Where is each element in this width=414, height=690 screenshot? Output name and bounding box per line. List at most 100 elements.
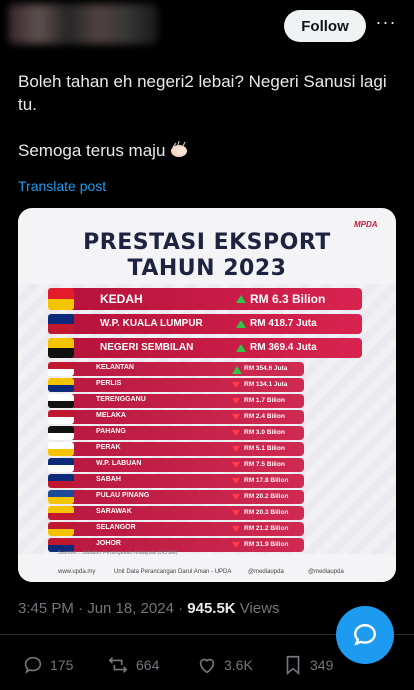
state-flag-icon bbox=[48, 474, 74, 488]
views-count: 945.5K bbox=[187, 600, 236, 617]
trend-down-icon bbox=[232, 478, 240, 484]
trend-down-icon bbox=[232, 494, 240, 500]
post-text: Boleh tahan eh negeri2 lebai? Negeri San… bbox=[18, 70, 398, 185]
trend-up-icon bbox=[236, 320, 246, 328]
state-flag-icon bbox=[48, 394, 74, 408]
footer-social-1: @mediaupda bbox=[248, 569, 284, 575]
state-flag-icon bbox=[48, 522, 74, 536]
export-row: PULAU PINANG RM 20.2 Bilion bbox=[48, 490, 304, 504]
export-value: RM 134.1 Juta bbox=[244, 381, 288, 388]
state-flag-icon bbox=[48, 314, 74, 334]
trend-down-icon bbox=[232, 510, 240, 516]
export-value: RM 369.4 Juta bbox=[250, 342, 317, 353]
export-value: RM 20.2 Bilion bbox=[244, 493, 289, 500]
export-value: RM 2.4 Bilion bbox=[244, 413, 285, 420]
trend-up-icon bbox=[236, 295, 246, 303]
source-note: Sumber : Jabatan Perangkaan Malaysia (DO… bbox=[58, 550, 178, 556]
divider bbox=[0, 634, 414, 635]
reply-icon bbox=[24, 656, 42, 674]
post-text-line1: Boleh tahan eh negeri2 lebai? Negeri San… bbox=[18, 72, 387, 114]
infographic-footer: www.upda.my Unit Data Perancangan Darul … bbox=[18, 564, 396, 582]
infographic-title-line2: TAHUN 2023 bbox=[127, 256, 287, 281]
reply-button[interactable]: 175 bbox=[22, 654, 73, 676]
export-value: RM 3.0 Bilion bbox=[244, 429, 285, 436]
upda-logo: MPDA bbox=[354, 220, 378, 229]
state-flag-icon bbox=[48, 378, 74, 392]
export-value: RM 20.3 Bilion bbox=[244, 509, 289, 516]
bookmark-button[interactable]: 349 bbox=[282, 654, 333, 676]
bookmark-count: 349 bbox=[310, 657, 334, 673]
state-name: SELANGOR bbox=[96, 524, 136, 531]
bookmark-icon bbox=[286, 655, 300, 676]
trend-down-icon bbox=[232, 462, 240, 468]
export-value: RM 1.7 Bilion bbox=[244, 397, 285, 404]
state-name: JOHOR bbox=[96, 540, 121, 547]
state-name: PULAU PINANG bbox=[96, 492, 150, 499]
export-row: JOHOR RM 31.9 Bilion bbox=[48, 538, 304, 552]
more-options-icon[interactable]: ··· bbox=[375, 12, 397, 32]
repost-icon bbox=[108, 657, 128, 673]
chat-bubble-icon bbox=[354, 624, 376, 646]
export-value: RM 418.7 Juta bbox=[250, 318, 317, 329]
state-flag-icon bbox=[48, 426, 74, 440]
export-value: RM 17.8 Bilion bbox=[244, 477, 289, 484]
views-label: Views bbox=[235, 600, 280, 617]
state-name: PERAK bbox=[96, 444, 121, 451]
post-timestamp[interactable]: 3:45 PM · Jun 18, 2024 · bbox=[18, 600, 188, 617]
action-bar: 175 664 3.6K 349 bbox=[0, 650, 414, 680]
state-name: KELANTAN bbox=[96, 364, 134, 371]
post-meta: 3:45 PM · Jun 18, 2024 · 945.5K Views bbox=[18, 600, 280, 617]
post-text-line2: Semoga terus maju bbox=[18, 139, 398, 162]
export-row: TERENGGANU RM 1.7 Bilion bbox=[48, 394, 304, 408]
like-button[interactable]: 3.6K bbox=[196, 654, 253, 676]
export-row: SARAWAK RM 20.3 Bilion bbox=[48, 506, 304, 520]
trend-down-icon bbox=[232, 414, 240, 420]
footer-social-2: @mediaupda bbox=[308, 569, 344, 575]
heart-icon bbox=[199, 658, 215, 674]
trend-down-icon bbox=[232, 526, 240, 532]
clapping-hands-icon bbox=[171, 141, 188, 157]
export-row: PAHANG RM 3.0 Bilion bbox=[48, 426, 304, 440]
state-flag-icon bbox=[48, 338, 74, 358]
state-flag-icon bbox=[48, 288, 74, 310]
infographic-title-line1: PRESTASI EKSPORT bbox=[83, 230, 331, 255]
state-flag-icon bbox=[48, 362, 74, 376]
trend-down-icon bbox=[232, 382, 240, 388]
export-value: RM 6.3 Bilion bbox=[250, 292, 326, 306]
state-name: NEGERI SEMBILAN bbox=[100, 342, 194, 353]
follow-button[interactable]: Follow bbox=[284, 10, 366, 42]
state-name: KEDAH bbox=[100, 292, 143, 306]
trend-down-icon bbox=[232, 446, 240, 452]
state-name: MELAKA bbox=[96, 412, 126, 419]
state-name: TERENGGANU bbox=[96, 396, 146, 403]
repost-count: 664 bbox=[136, 657, 160, 673]
export-value: RM 354.6 Juta bbox=[244, 365, 288, 372]
state-flag-icon bbox=[48, 490, 74, 504]
post-header: Follow ··· bbox=[0, 0, 414, 56]
post-image[interactable]: MPDA PRESTASI EKSPORT TAHUN 2023 KEDAH RM… bbox=[18, 208, 396, 582]
translate-post-link[interactable]: Translate post bbox=[18, 178, 107, 194]
export-row: W.P. KUALA LUMPUR RM 418.7 Juta bbox=[48, 314, 362, 334]
export-value: RM 31.9 Bilion bbox=[244, 541, 289, 548]
export-row: KELANTAN RM 354.6 Juta bbox=[48, 362, 304, 376]
export-row: PERLIS RM 134.1 Juta bbox=[48, 378, 304, 392]
state-flag-icon bbox=[48, 458, 74, 472]
state-name: SARAWAK bbox=[96, 508, 132, 515]
trend-up-icon bbox=[236, 344, 246, 352]
state-flag-icon bbox=[48, 506, 74, 520]
compose-reply-button[interactable] bbox=[336, 606, 394, 664]
trend-up-icon bbox=[232, 366, 242, 374]
export-row: NEGERI SEMBILAN RM 369.4 Juta bbox=[48, 338, 362, 358]
state-flag-icon bbox=[48, 442, 74, 456]
export-row: MELAKA RM 2.4 Bilion bbox=[48, 410, 304, 424]
state-name: W.P. KUALA LUMPUR bbox=[100, 318, 203, 329]
like-count: 3.6K bbox=[224, 657, 253, 673]
footer-website: www.upda.my bbox=[58, 569, 96, 575]
export-value: RM 7.5 Bilion bbox=[244, 461, 285, 468]
export-row: SABAH RM 17.8 Bilion bbox=[48, 474, 304, 488]
repost-button[interactable]: 664 bbox=[106, 654, 159, 676]
export-value: RM 5.1 Bilion bbox=[244, 445, 285, 452]
blurred-author-info[interactable] bbox=[8, 4, 158, 44]
export-row: W.P. LABUAN RM 7.5 Bilion bbox=[48, 458, 304, 472]
state-flag-icon bbox=[48, 538, 74, 552]
